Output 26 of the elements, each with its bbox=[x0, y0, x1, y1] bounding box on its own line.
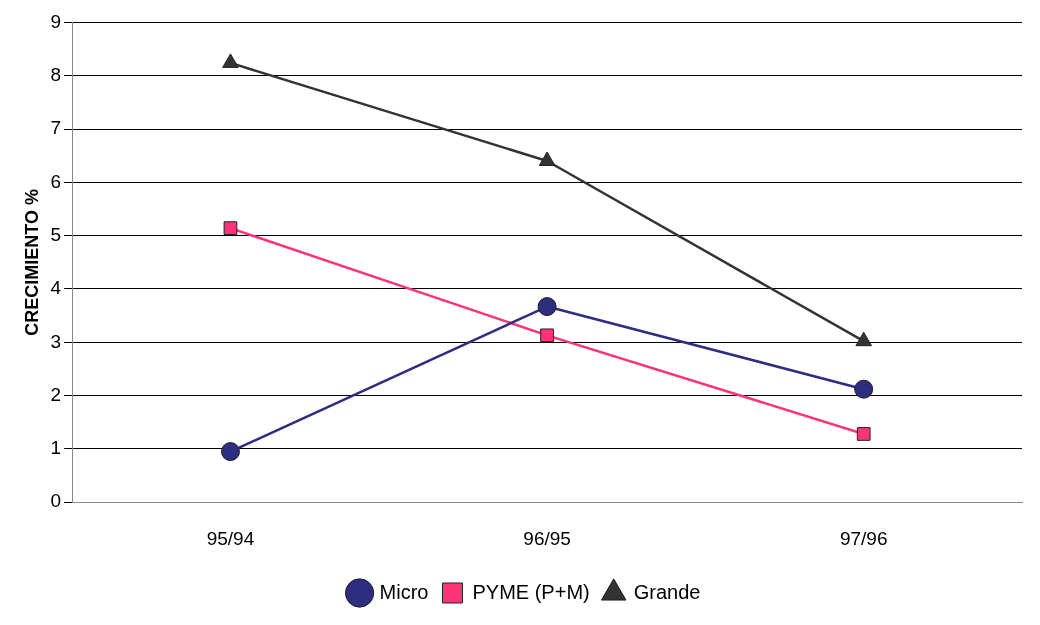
point bbox=[538, 151, 556, 167]
legend-label: Micro bbox=[379, 580, 429, 603]
point bbox=[855, 331, 872, 347]
legend-label: PYME (P+M) bbox=[472, 580, 590, 603]
point bbox=[537, 297, 557, 317]
x-tick-label: 95/94 bbox=[206, 527, 255, 549]
y-tick-label: 1 bbox=[50, 437, 62, 459]
y-tick-label: 3 bbox=[50, 330, 62, 352]
y-tick-label: 6 bbox=[50, 170, 62, 192]
point bbox=[856, 427, 871, 441]
point bbox=[854, 379, 874, 399]
point bbox=[220, 442, 240, 462]
y-tick-label: 8 bbox=[50, 63, 62, 85]
point bbox=[540, 328, 554, 343]
y-tick-label: 5 bbox=[50, 223, 62, 245]
y-axis-title: CRECIMIENTO % bbox=[21, 188, 42, 336]
point bbox=[223, 221, 238, 236]
y-tick-label: 0 bbox=[50, 490, 62, 512]
y-tick-label: 2 bbox=[50, 383, 62, 405]
legend-label: Grande bbox=[633, 580, 701, 603]
y-tick-label: 4 bbox=[50, 277, 62, 299]
y-tick-label: 9 bbox=[50, 10, 62, 32]
x-tick-label: 97/96 bbox=[839, 527, 888, 549]
y-tick-label: 7 bbox=[50, 117, 62, 139]
point bbox=[222, 53, 239, 68]
x-tick-label: 96/95 bbox=[523, 527, 571, 549]
